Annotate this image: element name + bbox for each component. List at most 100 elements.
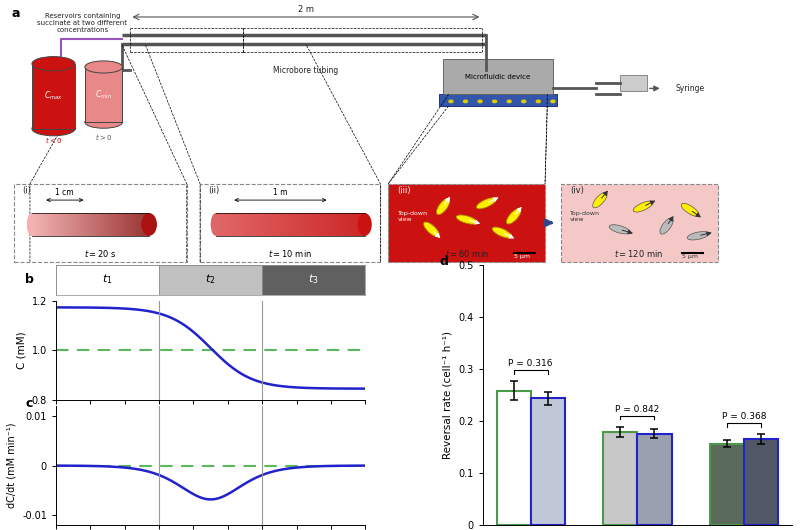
FancyBboxPatch shape — [561, 184, 718, 262]
FancyBboxPatch shape — [270, 213, 273, 236]
FancyBboxPatch shape — [115, 213, 118, 236]
FancyBboxPatch shape — [361, 213, 364, 236]
Bar — [530, 399, 565, 525]
FancyBboxPatch shape — [80, 213, 82, 236]
Text: $t_1$: $t_1$ — [102, 272, 113, 286]
FancyBboxPatch shape — [327, 213, 330, 236]
FancyBboxPatch shape — [302, 213, 304, 236]
Text: P = 0.316: P = 0.316 — [509, 359, 553, 368]
Text: $t = 120$ min: $t = 120$ min — [614, 248, 664, 259]
FancyBboxPatch shape — [257, 213, 259, 236]
FancyBboxPatch shape — [261, 213, 263, 236]
FancyBboxPatch shape — [251, 213, 254, 236]
FancyBboxPatch shape — [122, 213, 125, 236]
FancyBboxPatch shape — [45, 213, 47, 236]
Text: P = 0.368: P = 0.368 — [722, 412, 766, 421]
Text: $t < 0$: $t < 0$ — [45, 135, 62, 145]
FancyBboxPatch shape — [331, 213, 334, 236]
FancyBboxPatch shape — [305, 213, 308, 236]
FancyBboxPatch shape — [234, 213, 237, 236]
Text: P = 0.842: P = 0.842 — [615, 404, 659, 413]
FancyBboxPatch shape — [242, 213, 245, 236]
Ellipse shape — [492, 227, 512, 238]
FancyBboxPatch shape — [216, 213, 218, 236]
FancyBboxPatch shape — [279, 213, 282, 236]
Text: (iii): (iii) — [398, 186, 411, 195]
FancyBboxPatch shape — [33, 213, 35, 236]
FancyBboxPatch shape — [244, 213, 246, 236]
FancyBboxPatch shape — [288, 213, 291, 236]
Y-axis label: dC/dt (mM min⁻¹): dC/dt (mM min⁻¹) — [6, 423, 17, 508]
FancyBboxPatch shape — [101, 213, 103, 236]
FancyBboxPatch shape — [111, 213, 113, 236]
FancyBboxPatch shape — [58, 213, 60, 236]
FancyBboxPatch shape — [342, 213, 345, 236]
Bar — [744, 439, 778, 525]
FancyBboxPatch shape — [70, 213, 72, 236]
FancyBboxPatch shape — [94, 213, 95, 236]
Text: $C_{max}$: $C_{max}$ — [44, 90, 63, 102]
Text: a: a — [12, 6, 21, 20]
Text: c: c — [25, 397, 33, 410]
FancyBboxPatch shape — [89, 213, 91, 236]
FancyBboxPatch shape — [82, 213, 84, 236]
Y-axis label: Reversal rate (cell⁻¹ h⁻¹): Reversal rate (cell⁻¹ h⁻¹) — [442, 331, 453, 459]
FancyBboxPatch shape — [230, 213, 234, 236]
FancyBboxPatch shape — [298, 213, 300, 236]
FancyBboxPatch shape — [146, 213, 149, 236]
FancyBboxPatch shape — [318, 213, 321, 236]
FancyBboxPatch shape — [92, 213, 94, 236]
FancyBboxPatch shape — [124, 213, 126, 236]
FancyBboxPatch shape — [118, 213, 121, 236]
Ellipse shape — [477, 198, 496, 209]
FancyBboxPatch shape — [85, 213, 86, 236]
Text: Microfluidic device: Microfluidic device — [466, 74, 530, 79]
FancyBboxPatch shape — [54, 213, 56, 236]
FancyBboxPatch shape — [200, 184, 381, 262]
FancyBboxPatch shape — [66, 213, 67, 236]
Ellipse shape — [85, 61, 122, 73]
Ellipse shape — [660, 218, 673, 234]
FancyBboxPatch shape — [219, 213, 222, 236]
FancyBboxPatch shape — [136, 213, 138, 236]
FancyBboxPatch shape — [31, 213, 34, 236]
Ellipse shape — [521, 100, 526, 103]
FancyBboxPatch shape — [94, 213, 97, 236]
FancyBboxPatch shape — [292, 213, 294, 236]
FancyBboxPatch shape — [290, 213, 293, 236]
FancyBboxPatch shape — [90, 213, 93, 236]
Text: b: b — [25, 273, 34, 286]
FancyBboxPatch shape — [286, 213, 289, 236]
FancyBboxPatch shape — [38, 213, 40, 236]
Ellipse shape — [634, 201, 653, 212]
FancyBboxPatch shape — [314, 213, 317, 236]
FancyBboxPatch shape — [333, 213, 336, 236]
FancyBboxPatch shape — [337, 213, 339, 236]
FancyBboxPatch shape — [299, 213, 302, 236]
FancyBboxPatch shape — [142, 213, 144, 236]
FancyBboxPatch shape — [14, 184, 186, 262]
FancyBboxPatch shape — [294, 213, 297, 236]
FancyBboxPatch shape — [67, 213, 69, 236]
Bar — [262, 265, 366, 295]
Ellipse shape — [210, 213, 221, 236]
FancyBboxPatch shape — [73, 213, 75, 236]
FancyBboxPatch shape — [133, 213, 135, 236]
Text: Reservoirs containing
succinate at two different
concentrations: Reservoirs containing succinate at two d… — [38, 13, 127, 33]
FancyBboxPatch shape — [40, 213, 42, 236]
FancyBboxPatch shape — [359, 213, 362, 236]
FancyBboxPatch shape — [71, 213, 74, 236]
FancyBboxPatch shape — [354, 213, 356, 236]
FancyBboxPatch shape — [77, 213, 79, 236]
Text: 2 m: 2 m — [298, 5, 314, 14]
FancyBboxPatch shape — [278, 213, 280, 236]
FancyBboxPatch shape — [275, 213, 278, 236]
Ellipse shape — [609, 225, 630, 234]
FancyBboxPatch shape — [36, 213, 38, 236]
Ellipse shape — [478, 100, 483, 103]
FancyBboxPatch shape — [358, 213, 360, 236]
FancyBboxPatch shape — [57, 213, 58, 236]
FancyBboxPatch shape — [120, 213, 122, 236]
FancyBboxPatch shape — [148, 213, 150, 236]
FancyBboxPatch shape — [138, 213, 140, 236]
